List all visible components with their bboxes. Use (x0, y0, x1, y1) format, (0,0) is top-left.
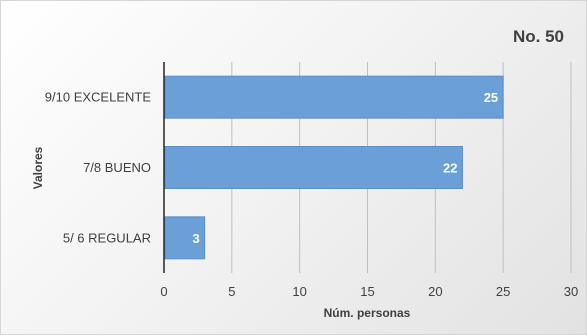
x-tick-label: 25 (496, 284, 510, 299)
bars (164, 75, 504, 260)
data-label: 25 (484, 90, 498, 105)
x-tick-label: 20 (428, 284, 442, 299)
category-labels: 9/10 EXCELENTE 7/8 BUENO 5/ 6 REGULAR (45, 90, 152, 246)
bar (164, 75, 504, 119)
x-tick-labels: 0 5 10 15 20 25 30 (160, 284, 578, 299)
category-label: 5/ 6 REGULAR (63, 230, 151, 245)
bar (164, 216, 206, 260)
category-label: 9/10 EXCELENTE (45, 90, 152, 105)
x-axis-title: Núm. personas (324, 306, 411, 320)
category-label: 7/8 BUENO (83, 160, 151, 175)
x-tick-label: 5 (228, 284, 235, 299)
data-labels: 25 22 3 (192, 90, 498, 246)
chart-title: No. 50 (513, 27, 564, 46)
x-tick-label: 15 (360, 284, 374, 299)
data-label: 3 (192, 231, 199, 246)
data-label: 22 (443, 161, 457, 176)
x-tick-label: 0 (160, 284, 167, 299)
x-tick-label: 10 (292, 284, 306, 299)
bar (164, 146, 463, 189)
y-axis-title: Valores (31, 146, 45, 189)
x-tick-label: 30 (564, 284, 578, 299)
